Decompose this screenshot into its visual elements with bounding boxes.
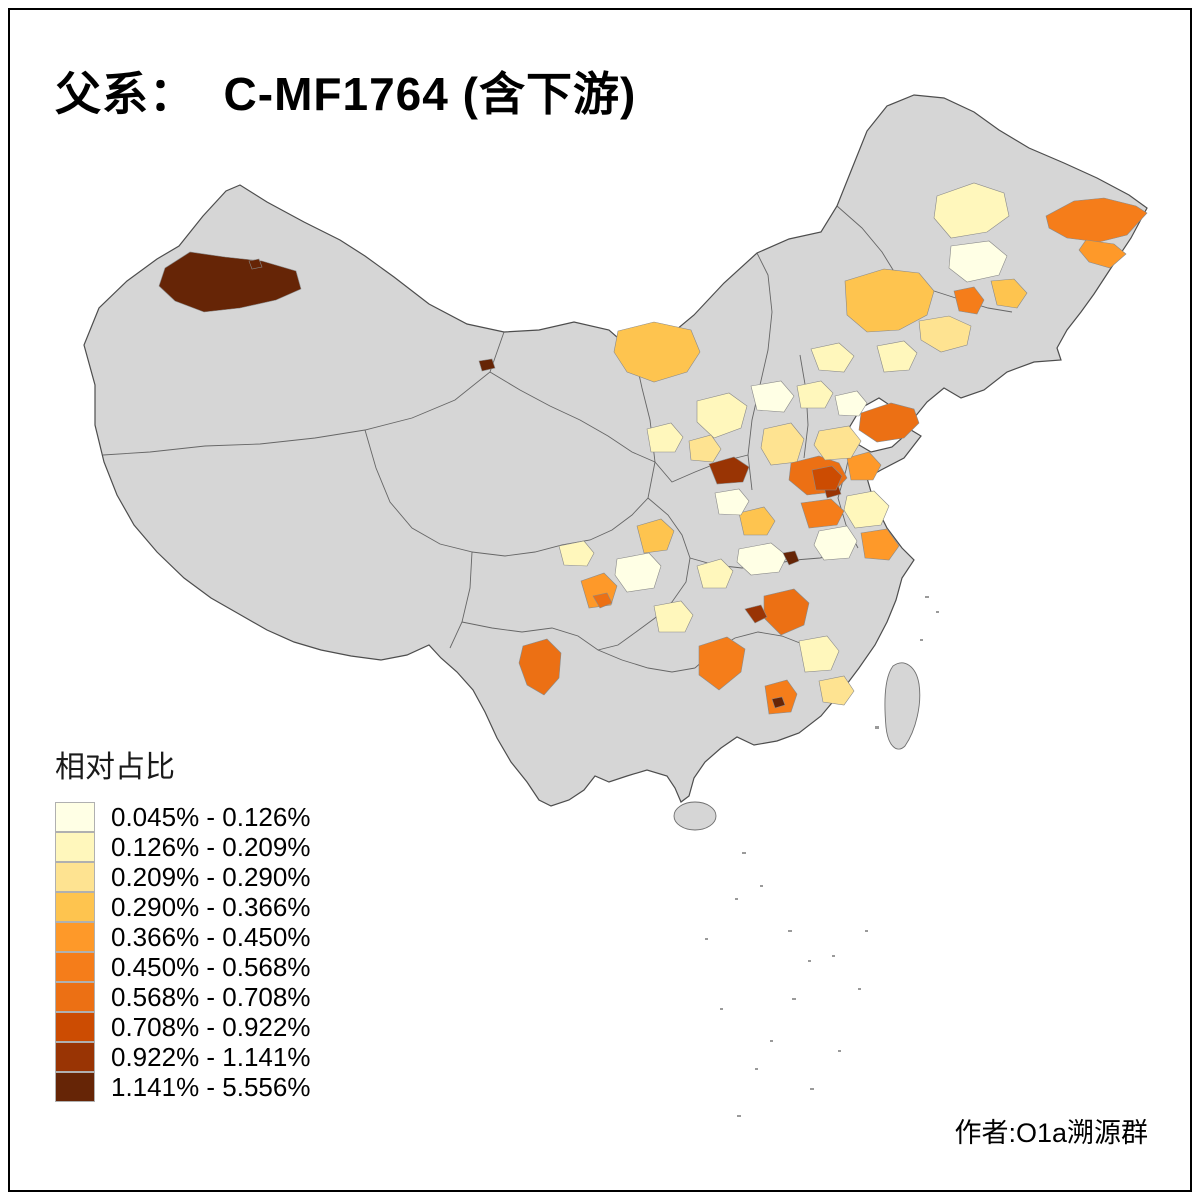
region-patch [800,498,845,529]
legend-swatch [55,832,95,862]
legend-row: 0.209% - 0.290% [55,862,310,892]
region-patch [744,604,768,624]
sea-islets [705,596,939,1117]
region-patch [796,380,834,409]
region-patch [653,600,694,633]
region-patch [844,268,935,333]
region-patch [933,182,1010,239]
region-patch [736,542,788,576]
region-patch [614,552,662,593]
region-patch [248,258,263,270]
region-patch [771,696,786,709]
taiwan-island [884,662,921,750]
region-patch [1045,197,1148,243]
region-patch [846,451,882,481]
legend-row: 0.045% - 0.126% [55,802,310,832]
region-patch [860,528,900,561]
region-patch [990,278,1028,309]
legend-label: 0.708% - 0.922% [111,1011,311,1042]
region-patch [782,550,800,566]
legend-swatch [55,862,95,892]
legend-label: 0.568% - 0.708% [111,981,311,1012]
choropleth-regions [158,182,1148,715]
region-patch [811,465,843,491]
legend-row: 0.366% - 0.450% [55,922,310,952]
legend-label: 0.922% - 1.141% [111,1041,311,1072]
region-patch [1078,239,1127,269]
region-patch [813,425,862,461]
region-patch [843,490,890,529]
legend-row: 0.290% - 0.366% [55,892,310,922]
legend-label: 1.141% - 5.556% [111,1071,311,1102]
legend-row: 1.141% - 5.556% [55,1072,310,1102]
legend-title: 相对占比 [55,751,175,784]
region-patch [592,592,613,609]
region-patch [813,525,858,561]
region-patch [558,540,595,567]
legend-label: 0.450% - 0.568% [111,951,311,982]
legend-swatch [55,1072,95,1102]
legend-label: 0.290% - 0.366% [111,891,311,922]
region-patch [738,506,776,536]
legend-row: 0.568% - 0.708% [55,982,310,1012]
region-patch [798,635,840,673]
region-patch [646,422,684,453]
region-patch [478,358,496,372]
legend-label: 0.045% - 0.126% [111,801,311,832]
region-patch [698,636,746,691]
legend-row: 0.708% - 0.922% [55,1012,310,1042]
region-patch [953,286,985,315]
legend-row: 0.126% - 0.209% [55,832,310,862]
region-patch [714,488,750,516]
region-patch [696,392,748,439]
region-patch [810,342,855,373]
legend-label: 0.126% - 0.209% [111,831,311,862]
legend-row: 0.450% - 0.568% [55,952,310,982]
legend-label: 0.209% - 0.290% [111,861,311,892]
legend-row: 0.922% - 1.141% [55,1042,310,1072]
region-patch [613,321,701,383]
region-patch [708,456,750,485]
region-patch [918,315,972,353]
legend-swatch [55,922,95,952]
legend-label: 0.366% - 0.450% [111,921,311,952]
region-patch [696,558,734,589]
region-patch [750,380,795,413]
legend-swatch [55,982,95,1012]
hainan-island [673,801,717,831]
legend-swatch [55,1042,95,1072]
region-patch [158,251,302,313]
region-patch [818,675,855,706]
legend-swatch [55,892,95,922]
region-patch [876,340,918,373]
region-patch [858,402,920,443]
map-title: 父系： C-MF1764 (含下游) [55,68,637,120]
legend-swatch [55,1012,95,1042]
region-patch [948,240,1008,283]
region-patch [688,434,722,463]
attribution-text: 作者:O1a溯源群 [954,1118,1148,1148]
legend-swatch [55,952,95,982]
region-patch [636,518,675,554]
region-patch [834,390,868,417]
legend-swatch [55,802,95,832]
region-patch [518,638,562,696]
legend: 相对占比 0.045% - 0.126% 0.126% - 0.209% 0.2… [55,742,310,1102]
